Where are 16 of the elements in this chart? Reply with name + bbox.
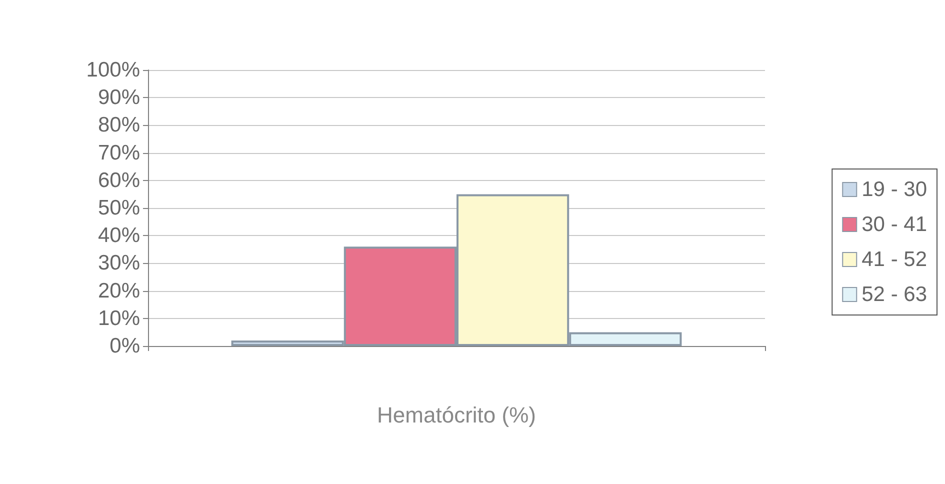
y-tick-label: 70% [98,141,140,164]
legend-label: 19 - 30 [862,178,928,201]
y-tick-label: 30% [98,252,140,275]
y-tick-label: 80% [98,114,140,137]
y-tick-label: 20% [98,279,140,302]
y-tick-label: 90% [98,86,140,110]
legend-label: 52 - 63 [862,283,928,306]
y-tick-label: 60% [98,168,140,192]
y-tick-label: 50% [98,196,140,220]
y-tick-label: 100% [86,58,140,82]
legend-label: 30 - 41 [862,213,928,236]
x-axis-title: Hematócrito (%) [377,402,536,428]
y-tick-label: 0% [110,334,140,358]
legend-label: 41 - 52 [862,248,928,271]
y-tick-label: 40% [98,224,140,248]
y-tick-label: 10% [98,306,140,330]
